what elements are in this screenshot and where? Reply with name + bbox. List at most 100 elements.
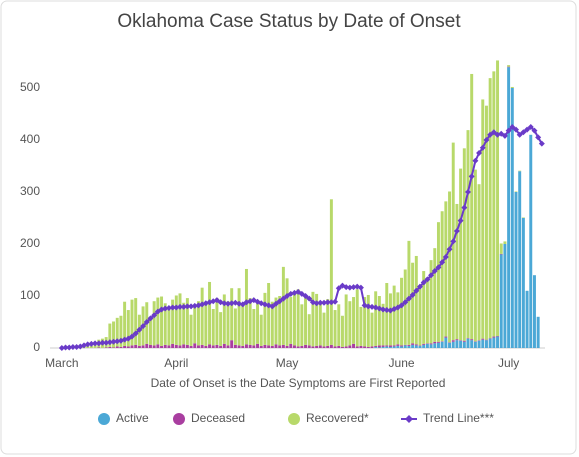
- bar: [348, 345, 352, 348]
- bar: [392, 345, 396, 347]
- trend-marker: [66, 344, 73, 351]
- bar: [392, 346, 396, 348]
- bar: [381, 345, 385, 347]
- bar: [130, 299, 134, 346]
- bar: [267, 283, 271, 346]
- trend-marker: [516, 131, 523, 138]
- bar: [296, 346, 300, 348]
- bar: [507, 66, 511, 68]
- bar: [126, 310, 130, 347]
- trend-marker: [509, 124, 516, 130]
- bar: [292, 345, 296, 348]
- legend-item[interactable]: Trend Line***: [401, 411, 494, 425]
- bar: [200, 287, 204, 345]
- bar: [189, 345, 193, 348]
- bar: [425, 343, 429, 348]
- bar: [285, 278, 289, 346]
- trend-marker: [88, 340, 95, 347]
- bar: [392, 285, 396, 346]
- bar: [400, 345, 404, 347]
- bar: [433, 341, 437, 344]
- bar: [477, 340, 481, 348]
- bar: [448, 342, 452, 343]
- y-tick-label: 200: [20, 236, 40, 250]
- legend-swatch: [98, 413, 110, 425]
- bar: [237, 345, 241, 348]
- bar: [477, 184, 481, 341]
- trend-marker: [431, 268, 438, 275]
- bar: [388, 346, 392, 348]
- bar: [414, 255, 418, 345]
- bar: [459, 168, 463, 341]
- bar: [385, 345, 389, 347]
- bar: [226, 301, 230, 346]
- bar: [359, 345, 363, 348]
- trend-marker: [476, 150, 483, 156]
- bar: [414, 344, 418, 346]
- bar: [174, 344, 178, 348]
- bar: [344, 294, 348, 347]
- trend-marker: [191, 302, 198, 309]
- bar: [352, 343, 356, 348]
- y-tick-label: 0: [33, 340, 40, 354]
- bar: [244, 344, 248, 348]
- bar: [304, 344, 308, 348]
- chart-title: Oklahoma Case Status by Date of Onset: [117, 11, 461, 32]
- trend-marker: [457, 217, 464, 224]
- bar: [167, 309, 171, 346]
- bar: [496, 60, 500, 337]
- bar: [289, 297, 293, 344]
- legend-item[interactable]: Deceased: [173, 411, 245, 425]
- trend-marker: [435, 264, 442, 271]
- trend-marker: [346, 284, 353, 291]
- trend-marker: [184, 303, 191, 310]
- bar: [340, 315, 344, 347]
- bar: [270, 345, 274, 348]
- trend-marker: [321, 299, 327, 306]
- bar: [411, 344, 415, 348]
- bar: [448, 191, 452, 343]
- trend-marker: [450, 238, 457, 245]
- trend-marker: [95, 340, 102, 347]
- bar: [499, 254, 503, 348]
- bar: [256, 302, 260, 344]
- bar: [370, 346, 374, 348]
- bar: [126, 346, 130, 348]
- bar: [230, 340, 234, 348]
- bar: [521, 218, 525, 348]
- bar: [503, 241, 507, 244]
- bar: [514, 191, 518, 192]
- bar: [289, 343, 293, 348]
- bar: [396, 345, 400, 348]
- bar: [152, 301, 156, 346]
- bar: [492, 336, 496, 338]
- bar: [455, 203, 459, 340]
- bar: [182, 302, 186, 345]
- bar: [130, 345, 134, 348]
- bar: [307, 345, 311, 348]
- bar: [108, 323, 112, 347]
- bar: [193, 304, 197, 344]
- bar: [340, 346, 344, 348]
- bar: [481, 338, 485, 340]
- bar: [160, 345, 164, 348]
- bar: [237, 288, 241, 346]
- legend-item[interactable]: Recovered*: [288, 411, 369, 425]
- bar: [518, 171, 522, 348]
- trend-marker: [165, 304, 172, 311]
- legend-item[interactable]: Active: [98, 411, 149, 425]
- bar: [510, 86, 514, 88]
- bar: [403, 269, 407, 345]
- bar: [363, 346, 367, 348]
- bar: [529, 134, 533, 348]
- bar: [108, 346, 112, 348]
- bar: [256, 343, 260, 348]
- bar: [171, 299, 175, 344]
- bar: [185, 344, 189, 348]
- bar: [204, 304, 208, 346]
- trend-marker: [428, 272, 435, 279]
- bar: [193, 343, 197, 348]
- bar: [315, 345, 319, 348]
- bar: [418, 288, 422, 346]
